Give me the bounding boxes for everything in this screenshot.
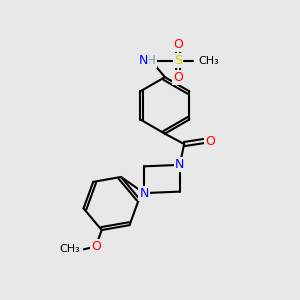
Text: O: O — [205, 135, 215, 148]
Text: O: O — [91, 240, 101, 253]
Text: N: N — [139, 54, 148, 67]
Text: S: S — [174, 54, 182, 67]
Text: CH₃: CH₃ — [59, 244, 80, 254]
Text: N: N — [140, 187, 149, 200]
Text: N: N — [175, 158, 184, 171]
Text: O: O — [173, 71, 183, 84]
Text: CH₃: CH₃ — [199, 56, 219, 66]
Text: H: H — [147, 54, 156, 67]
Text: O: O — [173, 38, 183, 51]
